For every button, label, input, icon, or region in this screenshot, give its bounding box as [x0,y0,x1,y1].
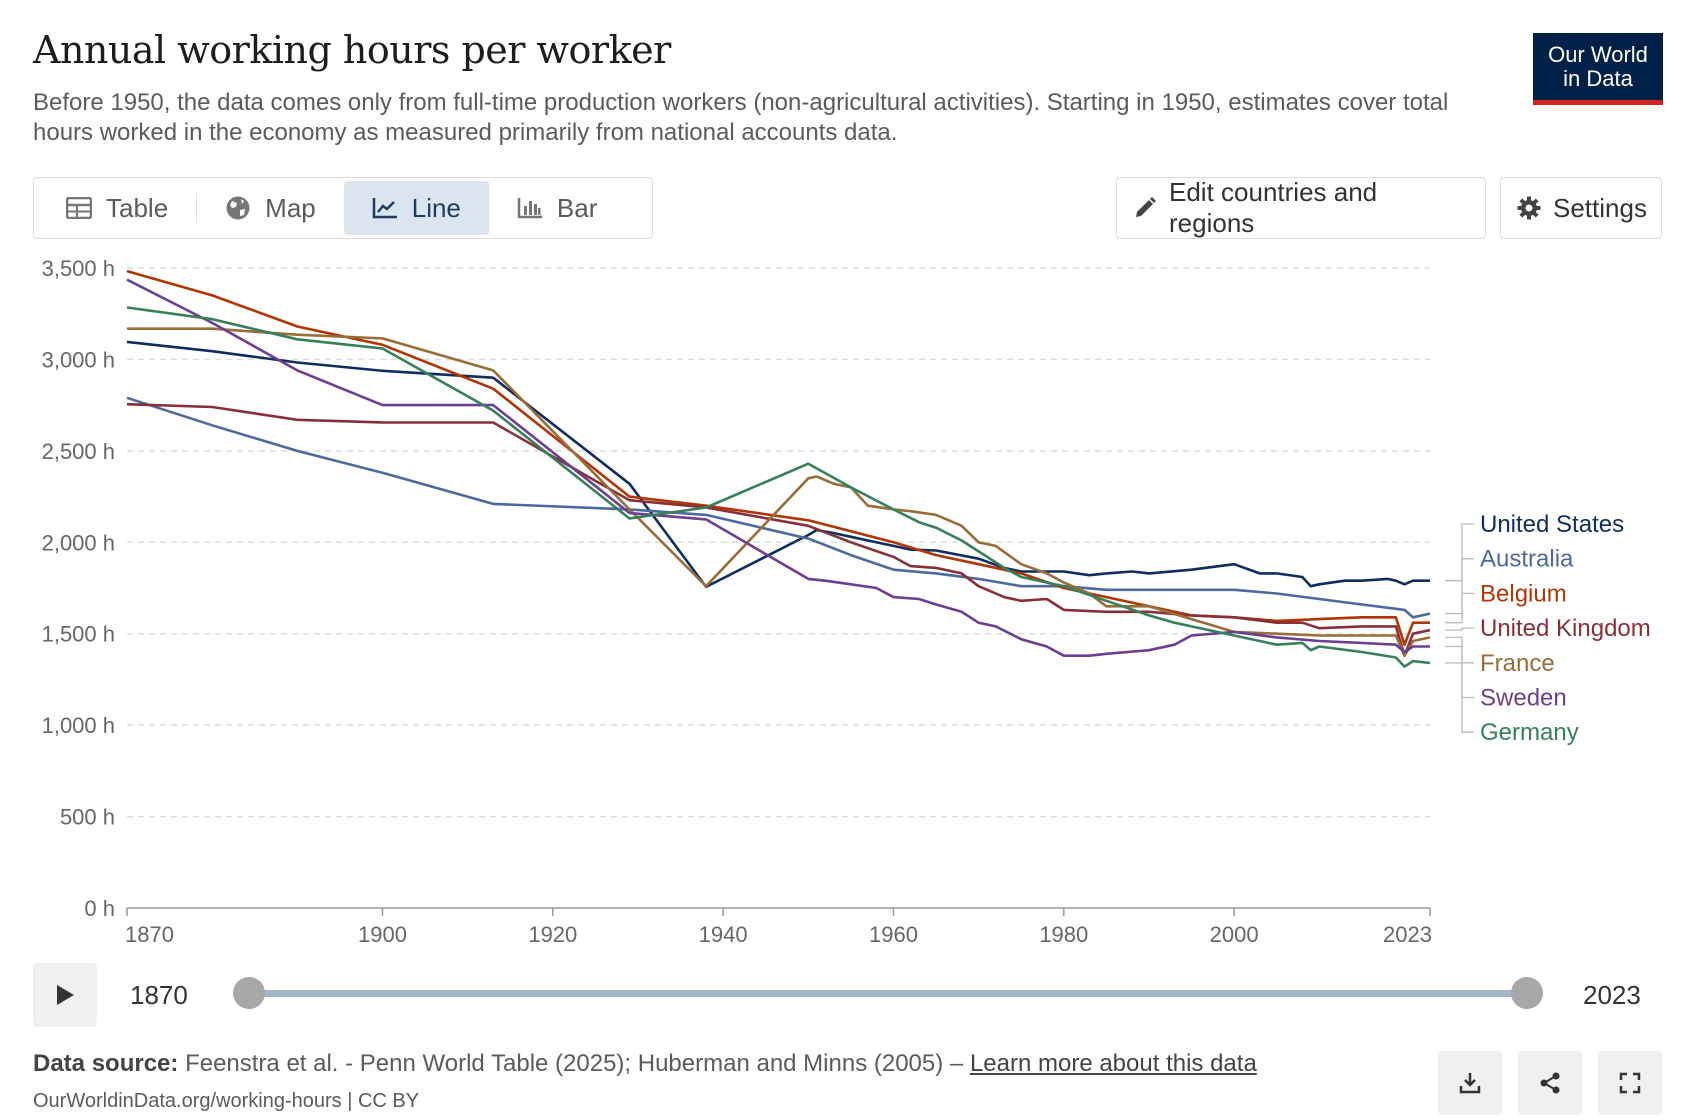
learn-more-link[interactable]: Learn more about this data [969,1050,1257,1077]
timeline-track[interactable] [248,990,1524,997]
tab-divider [196,193,198,223]
label-connector [1445,592,1474,624]
y-tick-label: 3,000 h [42,347,115,372]
y-tick-label: 2,500 h [42,439,115,464]
x-tick-label: 1870 [125,922,174,947]
axes: 0 h 500 h 1,000 h 1,500 h 2,000 h 2,500 h 3,00… [42,256,1432,947]
data-source: Data source: Feenstra et al. - Penn Worl… [33,1050,1257,1078]
x-tick-label: 1980 [1039,922,1088,947]
share-icon [1540,1072,1560,1094]
gear-icon [1517,196,1541,220]
series-line[interactable] [126,402,1431,657]
label-connector [1445,662,1474,733]
x-tick-label: 1940 [699,922,748,947]
series-labels: United States Australia Belgium United King… [1445,511,1651,746]
timeline-start-handle[interactable] [233,977,265,1009]
series-label[interactable]: United Kingdom [1480,615,1651,642]
series-line[interactable] [126,340,1430,589]
y-tick-label: 1,000 h [42,713,115,738]
x-tick-label: 1920 [528,922,577,947]
x-tick-label: 2000 [1210,922,1259,947]
series-label[interactable]: Australia [1480,546,1574,573]
page-url: OurWorldinData.org/working-hours | CC BY [33,1090,420,1112]
y-tick-label: 500 h [60,805,115,830]
logo-line-1: Our World [1548,42,1648,67]
y-tick-label: 0 h [84,896,115,921]
settings-label: Settings [1553,192,1647,223]
series-line[interactable] [126,269,1430,646]
view-tabs: Table Map Line Bar [33,177,653,239]
label-connector [1445,523,1474,582]
line-chart-icon [372,197,398,219]
x-tick-label: 2023 [1383,922,1432,947]
chart-subtitle: Before 1950, the data comes only from fu… [33,89,1449,146]
tab-bar[interactable]: Bar [489,181,625,235]
series-line[interactable] [126,306,1431,668]
series-label[interactable]: Sweden [1480,685,1567,712]
series-line[interactable] [127,327,1431,657]
play-icon [57,985,74,1005]
timeline-end-year: 2023 [1583,980,1641,1010]
play-button[interactable] [33,963,97,1027]
x-tick-label: 1960 [869,922,918,947]
line-chart: 0 h 500 h 1,000 h 1,500 h 2,000 h 2,500 h 3,00… [42,256,1651,947]
series-label[interactable]: Belgium [1480,580,1567,607]
edit-countries-label: Edit countries and regions [1169,177,1378,238]
globe-icon [225,195,251,221]
pencil-icon [1133,196,1157,220]
timeline-start-year: 1870 [130,980,188,1010]
bar-chart-icon [517,197,543,219]
label-connector [1445,558,1474,615]
tab-map-label: Map [265,192,316,223]
label-connector [1445,636,1474,664]
edit-countries-button[interactable]: Edit countries and regions [1116,177,1486,239]
series-label[interactable]: United States [1480,511,1624,538]
label-connector [1445,627,1474,631]
series-line[interactable] [126,396,1431,619]
table-icon [66,197,92,219]
x-tick-label: 1900 [358,922,407,947]
y-tick-label: 3,500 h [42,256,115,281]
tab-table[interactable]: Table [38,181,196,235]
source-text: Feenstra et al. - Penn World Table (2025… [185,1050,964,1077]
fullscreen-button[interactable] [1598,1051,1662,1115]
series-label[interactable]: France [1480,650,1555,677]
series-lines[interactable] [126,269,1431,668]
y-tick-label: 1,500 h [42,622,115,647]
tab-table-label: Table [106,192,169,223]
download-button[interactable] [1438,1051,1502,1115]
download-icon [1459,1073,1481,1094]
source-label: Data source: [33,1050,179,1077]
tab-line[interactable]: Line [343,181,489,235]
label-connector [1445,645,1474,699]
series-label[interactable]: Germany [1480,719,1579,746]
owid-logo[interactable]: Our World in Data [1533,33,1663,105]
share-button[interactable] [1518,1051,1582,1115]
tab-map[interactable]: Map [197,181,344,235]
logo-line-2: in Data [1563,66,1633,91]
grid-lines [127,267,1430,818]
y-tick-label: 2,000 h [42,530,115,555]
timeline-end-handle[interactable] [1511,977,1543,1009]
fullscreen-icon [1619,1072,1641,1094]
settings-button[interactable]: Settings [1500,177,1662,239]
tab-bar-label: Bar [556,192,598,223]
tab-line-label: Line [411,192,461,223]
chart-title: Annual working hours per worker [33,28,671,72]
